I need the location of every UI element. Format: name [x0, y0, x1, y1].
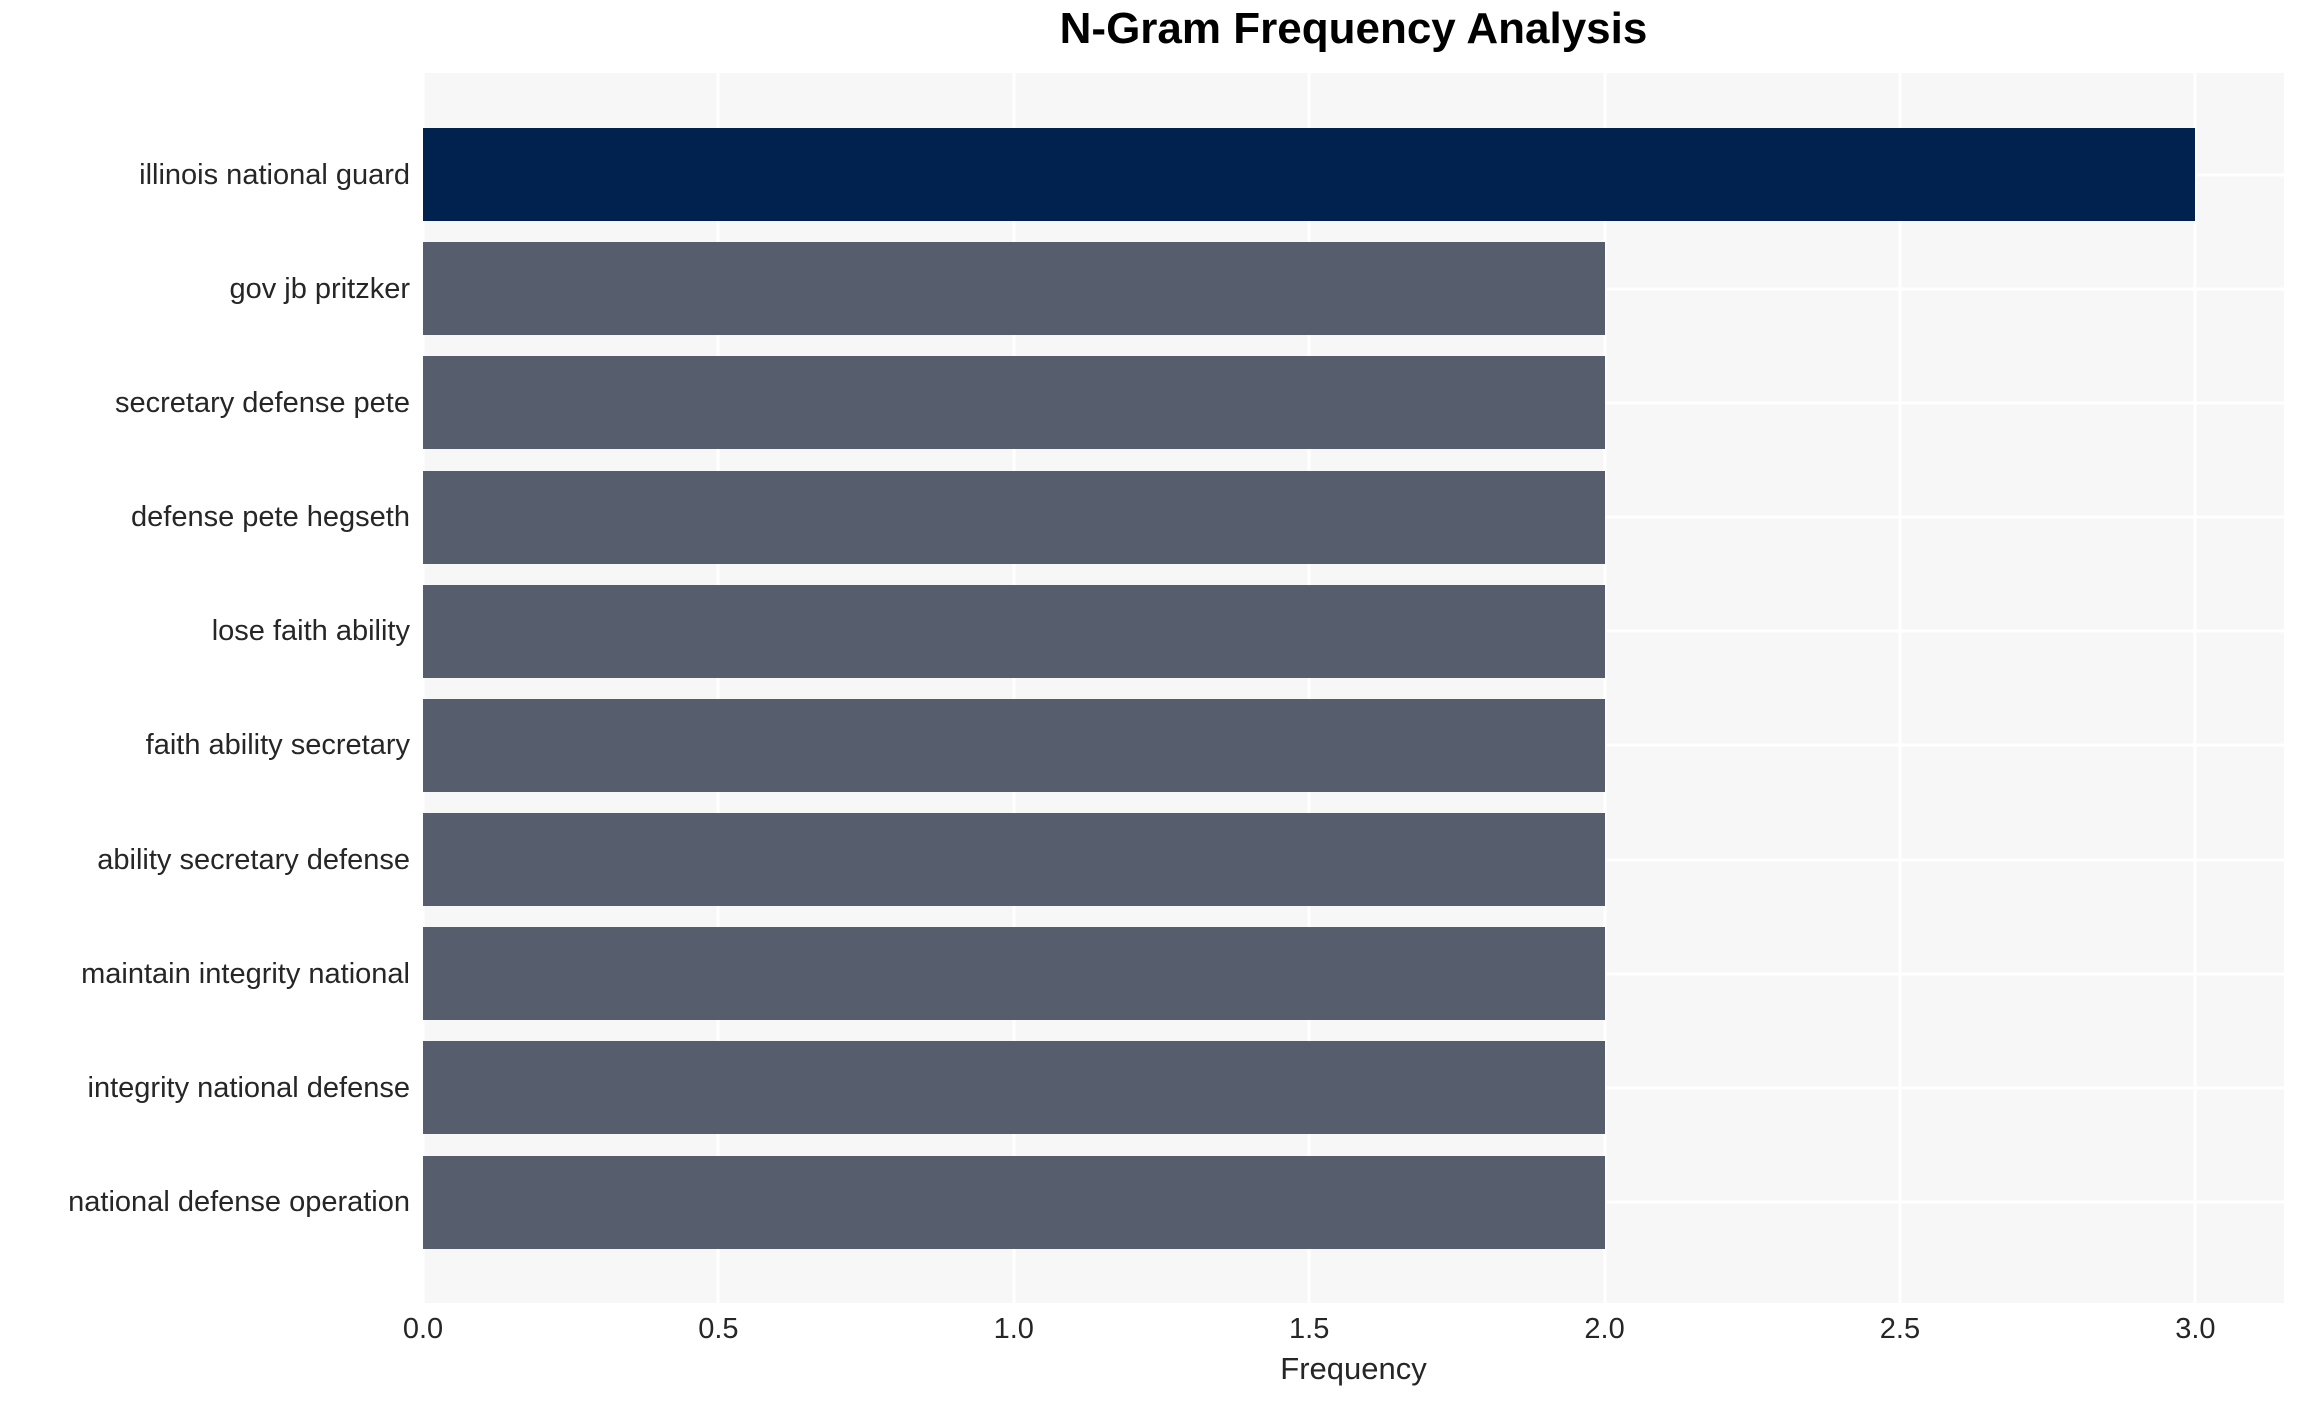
bar [423, 698, 1605, 792]
vertical-gridline [2193, 73, 2197, 1303]
y-axis-label: maintain integrity national [81, 957, 410, 990]
y-axis-label: national defense operation [68, 1186, 410, 1219]
bar [423, 128, 2196, 221]
y-axis-label: ability secretary defense [97, 843, 410, 876]
vertical-gridline [1603, 73, 1607, 1303]
y-axis-label: secretary defense pete [114, 386, 410, 419]
x-tick-label: 2.5 [1879, 1313, 1921, 1345]
vertical-gridline [421, 73, 425, 1303]
plot-area [421, 73, 2284, 1303]
y-axis-label: gov jb pritzker [229, 272, 410, 305]
y-axis-label: integrity national defense [87, 1071, 410, 1104]
bar [423, 927, 1605, 1021]
y-axis-label: defense pete hegseth [131, 501, 410, 533]
vertical-gridline [1307, 73, 1311, 1303]
bar [423, 1041, 1605, 1135]
vertical-gridline [716, 73, 720, 1303]
y-axis-label: faith ability secretary [145, 729, 410, 762]
bar [423, 470, 1605, 564]
bar [423, 584, 1605, 678]
x-tick-label: 2.0 [1584, 1313, 1625, 1345]
x-tick-label: 1.0 [993, 1313, 1034, 1345]
y-axis-label: lose faith ability [211, 615, 410, 648]
x-tick-label: 0.5 [698, 1313, 739, 1345]
bar [423, 813, 1605, 907]
x-tick-label: 0.0 [402, 1313, 444, 1345]
x-tick-label: 1.5 [1289, 1313, 1330, 1345]
y-axis-label: illinois national guard [139, 158, 410, 191]
bar [423, 1155, 1605, 1249]
vertical-gridline [1012, 73, 1016, 1303]
bar [423, 356, 1605, 450]
vertical-gridline [1898, 73, 1902, 1303]
x-axis-title: Frequency [1280, 1351, 1427, 1386]
bar [423, 242, 1605, 336]
x-tick-label: 3.0 [2175, 1313, 2216, 1345]
chart-title: N-Gram Frequency Analysis [1059, 4, 1648, 53]
